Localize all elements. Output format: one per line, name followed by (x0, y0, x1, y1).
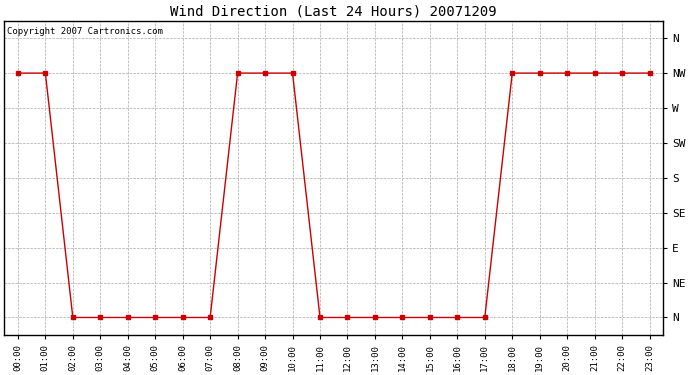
Text: Copyright 2007 Cartronics.com: Copyright 2007 Cartronics.com (8, 27, 164, 36)
Title: Wind Direction (Last 24 Hours) 20071209: Wind Direction (Last 24 Hours) 20071209 (170, 4, 497, 18)
